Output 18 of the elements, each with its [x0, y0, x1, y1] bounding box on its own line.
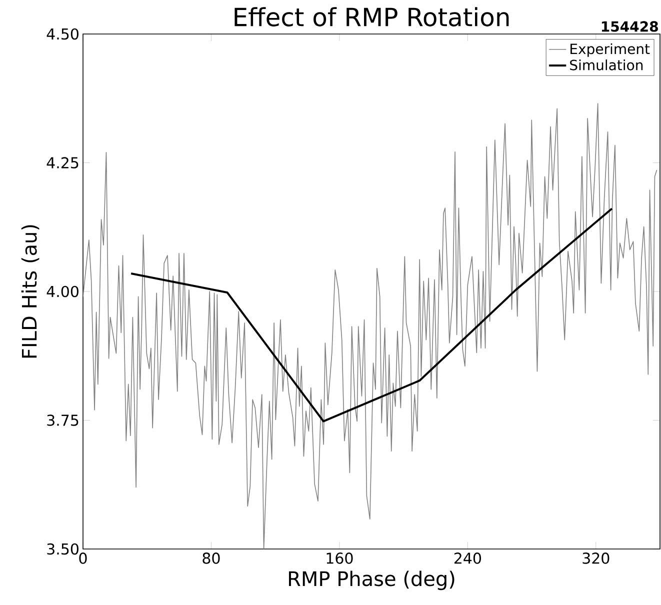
y-axis-title: FILD Hits (au) — [21, 225, 40, 358]
x-tick-label: 240 — [454, 552, 481, 564]
y-tick-label: 4.25 — [46, 157, 78, 168]
x-tick-label: 160 — [326, 552, 353, 564]
chart-title: Effect of RMP Rotation — [234, 7, 509, 26]
y-tick-label: 4.50 — [46, 28, 78, 40]
x-tick-label: 0 — [79, 552, 87, 564]
legend-label: Simulation — [570, 59, 643, 70]
legend-label: Experiment — [570, 43, 650, 57]
x-axis-title: RMP Phase (deg) — [288, 570, 454, 590]
y-tick-label: 3.75 — [47, 414, 78, 426]
y-tick-label: 3.50 — [47, 543, 78, 555]
x-tick-label: 320 — [582, 552, 610, 564]
line-series — [83, 103, 658, 549]
x-tick-label: 80 — [202, 552, 220, 564]
y-tick-label: 4.00 — [46, 286, 78, 298]
line-series — [130, 208, 613, 422]
text: 154428 — [602, 21, 658, 32]
